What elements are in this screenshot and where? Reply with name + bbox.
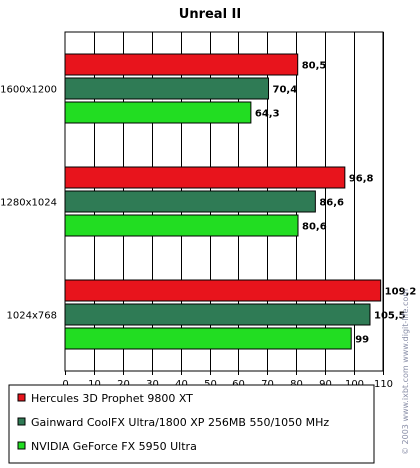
data-label: 109,2 — [385, 287, 417, 298]
plot-area: 80,5 70,4 64,3 1600x1200 96,8 86,6 80,6 1280x10… — [0, 31, 417, 390]
chart-title: Unreal II — [179, 7, 241, 22]
bar — [64, 101, 252, 124]
bar — [64, 327, 352, 350]
legend-box — [8, 384, 375, 464]
data-label: 80,6 — [302, 222, 327, 233]
data-label: 64,3 — [255, 109, 280, 120]
data-label: 105,5 — [374, 311, 406, 322]
bar — [64, 166, 346, 189]
bar — [64, 214, 299, 237]
data-label: 99 — [355, 335, 369, 346]
bar — [64, 279, 382, 302]
bar — [64, 303, 371, 326]
legend-label: Gainward CoolFX Ultra/1800 XP 256MB 550/… — [31, 416, 329, 429]
data-label: 70,4 — [273, 85, 298, 96]
legend-swatch — [17, 441, 26, 450]
legend-label: NVIDIA GeForce FX 5950 Ultra — [31, 440, 197, 453]
category-label: 1280x1024 — [0, 198, 57, 209]
bar — [64, 77, 270, 100]
category-label: 1600x1200 — [0, 85, 57, 96]
data-label: 86,6 — [319, 198, 344, 209]
data-label: 80,5 — [302, 61, 327, 72]
data-label: 96,8 — [349, 174, 374, 185]
legend-label: Hercules 3D Prophet 9800 XT — [31, 392, 193, 405]
category-label: 1024x768 — [7, 311, 57, 322]
legend-swatch — [17, 417, 26, 426]
bar — [64, 53, 299, 76]
watermark: © 2003 www.ixbt.com www.digit-life.com — [401, 289, 410, 455]
x-tick-label: 110 — [374, 379, 393, 390]
legend: Hercules 3D Prophet 9800 XT Gainward Cool… — [8, 384, 375, 464]
legend-swatch — [17, 393, 26, 402]
bar — [64, 190, 316, 213]
